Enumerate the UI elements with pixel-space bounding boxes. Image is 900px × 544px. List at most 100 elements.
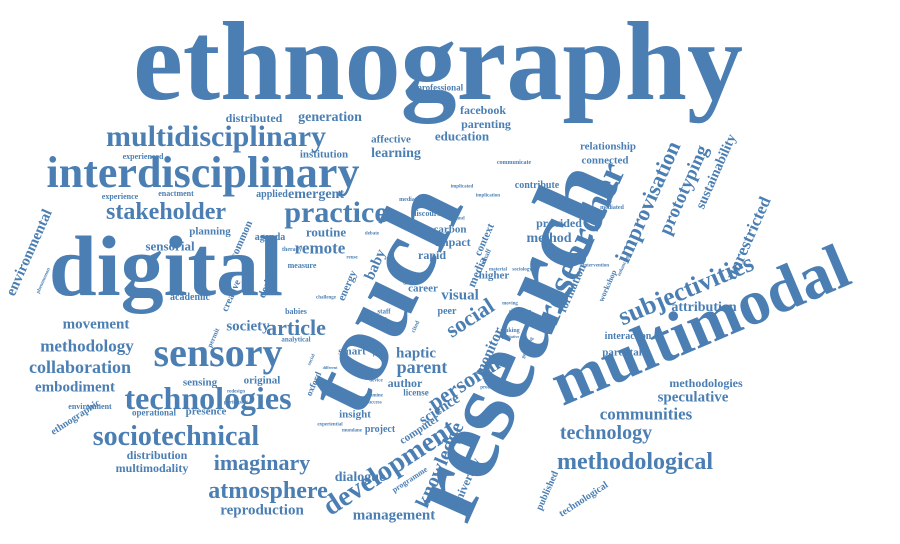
word-qualitative: qualitative <box>500 334 520 339</box>
word-therapy: therapy <box>282 247 302 253</box>
word-imaginary: imaginary <box>213 450 311 475</box>
word-carbon: carbon <box>433 223 467 236</box>
word-academic: academic <box>170 292 210 303</box>
word-published: published <box>534 469 562 513</box>
word-different: different <box>322 365 338 370</box>
word-stakeholder: stakeholder <box>106 199 226 225</box>
word-methodologies: methodologies <box>669 376 743 390</box>
word-sociotechnical: sociotechnical <box>92 421 260 452</box>
word-generation: generation <box>298 110 362 125</box>
word-experienced: experienced <box>122 152 164 161</box>
word-smart: smart <box>338 345 366 358</box>
word-insight: insight <box>339 408 371 421</box>
word-institution: institution <box>299 148 349 161</box>
word-technologies: technologies <box>124 380 292 416</box>
word-discourse: discourse <box>412 209 444 218</box>
word-sociology: sociology <box>512 267 532 273</box>
word-debate: debate <box>364 231 380 237</box>
word-reproduction: reproduction <box>220 502 304 519</box>
word-parenting: parenting <box>461 117 511 131</box>
word-reuse: reuse <box>346 255 358 261</box>
word-babies: babies <box>285 307 307 316</box>
word-multidisciplinary: multidisciplinary <box>105 120 327 153</box>
word-interdisciplinary: interdisciplinary <box>46 148 360 197</box>
word-sensory: sensory <box>153 330 283 375</box>
word-technology: technology <box>559 422 653 444</box>
word-sensorial: sensorial <box>145 238 195 254</box>
word-provided: provided <box>536 216 582 230</box>
word-interaction: interaction <box>604 331 652 342</box>
word-rapid: rapid <box>417 248 447 262</box>
word-success: success <box>366 400 382 406</box>
word-mundane: mundane <box>341 428 363 434</box>
word-situating: situating <box>508 309 532 315</box>
word-redesign: redesign <box>227 389 245 395</box>
word-contribute: contribute <box>514 180 560 191</box>
word-author: author <box>387 376 423 390</box>
word-experience: experience <box>101 192 139 201</box>
word-applied: applied <box>256 189 288 200</box>
word-affective: affective <box>371 133 411 146</box>
word-moving: moving <box>502 301 518 307</box>
word-management: management <box>352 507 436 524</box>
word-person: person <box>372 352 388 358</box>
word-implication: implication <box>475 193 501 199</box>
word-experiential: experiential <box>317 422 343 428</box>
word-examine: examine <box>365 393 383 399</box>
word-term: term <box>394 274 406 280</box>
word-device: device <box>369 378 383 384</box>
word-material: material <box>488 267 508 273</box>
word-operational: operational <box>132 407 176 418</box>
word-methodological: methodological <box>557 449 713 475</box>
word-license: license <box>403 387 429 398</box>
word-planning: planning <box>189 225 231 238</box>
word-education: education <box>434 128 490 144</box>
word-routine: routine <box>305 224 347 240</box>
word-speculative: speculative <box>657 389 729 406</box>
word-atmosphere: atmosphere <box>208 478 328 504</box>
word-open: open <box>390 320 406 329</box>
word-article: article <box>266 315 326 340</box>
word-analytical: analytical <box>281 335 311 344</box>
word-facebook: facebook <box>460 103 506 117</box>
word-impact: impact <box>435 235 471 249</box>
word-communicate: communicate <box>496 160 532 166</box>
word-sensing: sensing <box>182 376 218 389</box>
word-challenge: challenge <box>316 295 336 301</box>
word-light: light <box>393 267 403 273</box>
word-practice: practice <box>284 196 388 229</box>
word-production: production <box>480 385 504 391</box>
word-society: society <box>226 318 270 335</box>
word-technological: technological <box>557 479 611 520</box>
word-mediating: mediating <box>399 197 425 203</box>
word-making: making <box>500 328 520 334</box>
word-multimodality: multimodality <box>115 461 189 475</box>
word-enactment: enactment <box>158 189 194 198</box>
word-collaboration: collaboration <box>29 357 131 377</box>
word-intervention: intervention <box>582 263 610 269</box>
word-emergent: emergent <box>288 187 344 202</box>
word-staff: staff <box>377 307 391 316</box>
word-dialogue: dialogue <box>334 470 386 485</box>
word-peer: peer <box>437 306 457 317</box>
word-environment: environment <box>68 402 112 411</box>
word-learning: learning <box>371 146 421 161</box>
word-higher: higher <box>478 269 510 282</box>
word-remote: remote <box>294 238 346 258</box>
word-parent: parent <box>396 357 448 377</box>
word-original: original <box>243 374 281 387</box>
word-movement: movement <box>62 316 130 333</box>
word-attribution: attribution <box>671 300 737 315</box>
word-mediated: mediated <box>600 205 624 211</box>
word-demand: demand <box>447 216 465 222</box>
word-professional: professional <box>416 82 464 93</box>
word-presence: presence <box>185 405 227 418</box>
word-visual: visual <box>441 287 479 304</box>
word-relationship: relationship <box>579 140 637 153</box>
word-communities: communities <box>599 404 693 424</box>
word-agenda: agenda <box>254 232 286 243</box>
word-measure: measure <box>287 261 317 270</box>
word-method: method <box>526 231 572 246</box>
word-participant: participant <box>224 400 248 406</box>
